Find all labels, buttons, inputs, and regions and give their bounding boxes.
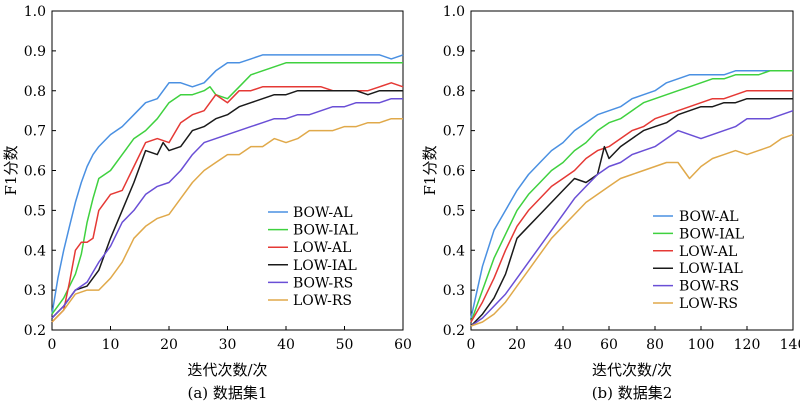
series-line-low-rs xyxy=(51,117,403,323)
series-line-bow-rs xyxy=(51,97,403,319)
series-line-bow-ial xyxy=(470,70,793,323)
y-tick-label: 0.8 xyxy=(24,84,46,100)
series-line-bow-rs xyxy=(470,109,794,327)
legend-label: BOW-IAL xyxy=(679,226,744,242)
series-line-bow-ial xyxy=(51,62,403,315)
legend-label: LOW-IAL xyxy=(679,261,743,277)
x-tick-label: 10 xyxy=(102,337,120,353)
legend-label: LOW-IAL xyxy=(293,258,357,274)
y-tick-label: 1.0 xyxy=(443,4,465,20)
y-tick-label: 0.9 xyxy=(443,44,465,60)
legend-label: LOW-RS xyxy=(293,293,352,309)
chart-caption: (a) 数据集1 xyxy=(188,384,268,402)
legend-label: LOW-RS xyxy=(679,296,738,312)
legend-label: LOW-AL xyxy=(679,244,737,260)
x-tick-label: 0 xyxy=(48,337,57,353)
legend-label: BOW-RS xyxy=(679,279,739,295)
y-tick-label: 0.9 xyxy=(24,44,46,60)
x-axis-label: 迭代次数/次 xyxy=(187,361,267,379)
x-tick-label: 120 xyxy=(734,337,761,353)
chart-caption: (b) 数据集2 xyxy=(592,384,673,402)
x-tick-label: 50 xyxy=(336,337,354,353)
x-tick-label: 30 xyxy=(219,337,237,353)
y-tick-label: 0.6 xyxy=(24,164,46,180)
x-tick-label: 40 xyxy=(554,337,572,353)
x-axis-label: 迭代次数/次 xyxy=(592,361,672,379)
y-axis-label: F1分数 xyxy=(421,146,439,196)
legend-label: LOW-AL xyxy=(293,240,351,256)
x-tick-label: 20 xyxy=(160,337,178,353)
x-tick-label: 20 xyxy=(508,337,526,353)
y-tick-label: 0.8 xyxy=(443,84,465,100)
y-tick-label: 0.5 xyxy=(443,203,465,219)
y-tick-label: 0.7 xyxy=(24,124,46,140)
y-tick-label: 0.3 xyxy=(24,283,46,299)
x-tick-label: 100 xyxy=(688,337,715,353)
legend-label: BOW-AL xyxy=(293,205,353,221)
y-tick-label: 0.4 xyxy=(24,243,46,259)
y-tick-label: 1.0 xyxy=(24,4,46,20)
x-tick-label: 80 xyxy=(646,337,664,353)
y-tick-label: 0.6 xyxy=(443,164,465,180)
series-line-low-rs xyxy=(470,133,794,327)
legend-label: BOW-AL xyxy=(679,209,739,225)
y-tick-label: 0.7 xyxy=(443,124,465,140)
y-tick-label: 0.3 xyxy=(443,283,465,299)
y-tick-label: 0.2 xyxy=(24,323,46,339)
legend-label: BOW-RS xyxy=(293,275,353,291)
legend-label: BOW-IAL xyxy=(293,223,358,239)
x-tick-label: 60 xyxy=(600,337,618,353)
y-tick-label: 0.5 xyxy=(24,203,46,219)
series-line-bow-al xyxy=(470,70,793,319)
x-tick-label: 60 xyxy=(394,337,412,353)
y-tick-label: 0.4 xyxy=(443,243,465,259)
series-line-low-al xyxy=(470,89,793,323)
series-line-low-ial xyxy=(51,89,403,319)
series-line-low-ial xyxy=(470,97,793,327)
series-line-bow-al xyxy=(51,54,404,315)
x-tick-label: 0 xyxy=(467,337,476,353)
x-tick-label: 140 xyxy=(780,337,800,353)
x-tick-label: 40 xyxy=(277,337,295,353)
chart-1: 0 10 20 30 40 50 60 0.2 0.3 0.4 0.5 0.6 0.7 0.8 0.9 1.0… xyxy=(2,4,412,402)
y-tick-label: 0.2 xyxy=(443,323,465,339)
chart-2: 0 20 40 60 80 100 120 140 0.2 0.3 0.4 0.5 0.6 0.7 0.8 0… xyxy=(421,4,800,402)
y-axis-label: F1分数 xyxy=(2,146,20,196)
